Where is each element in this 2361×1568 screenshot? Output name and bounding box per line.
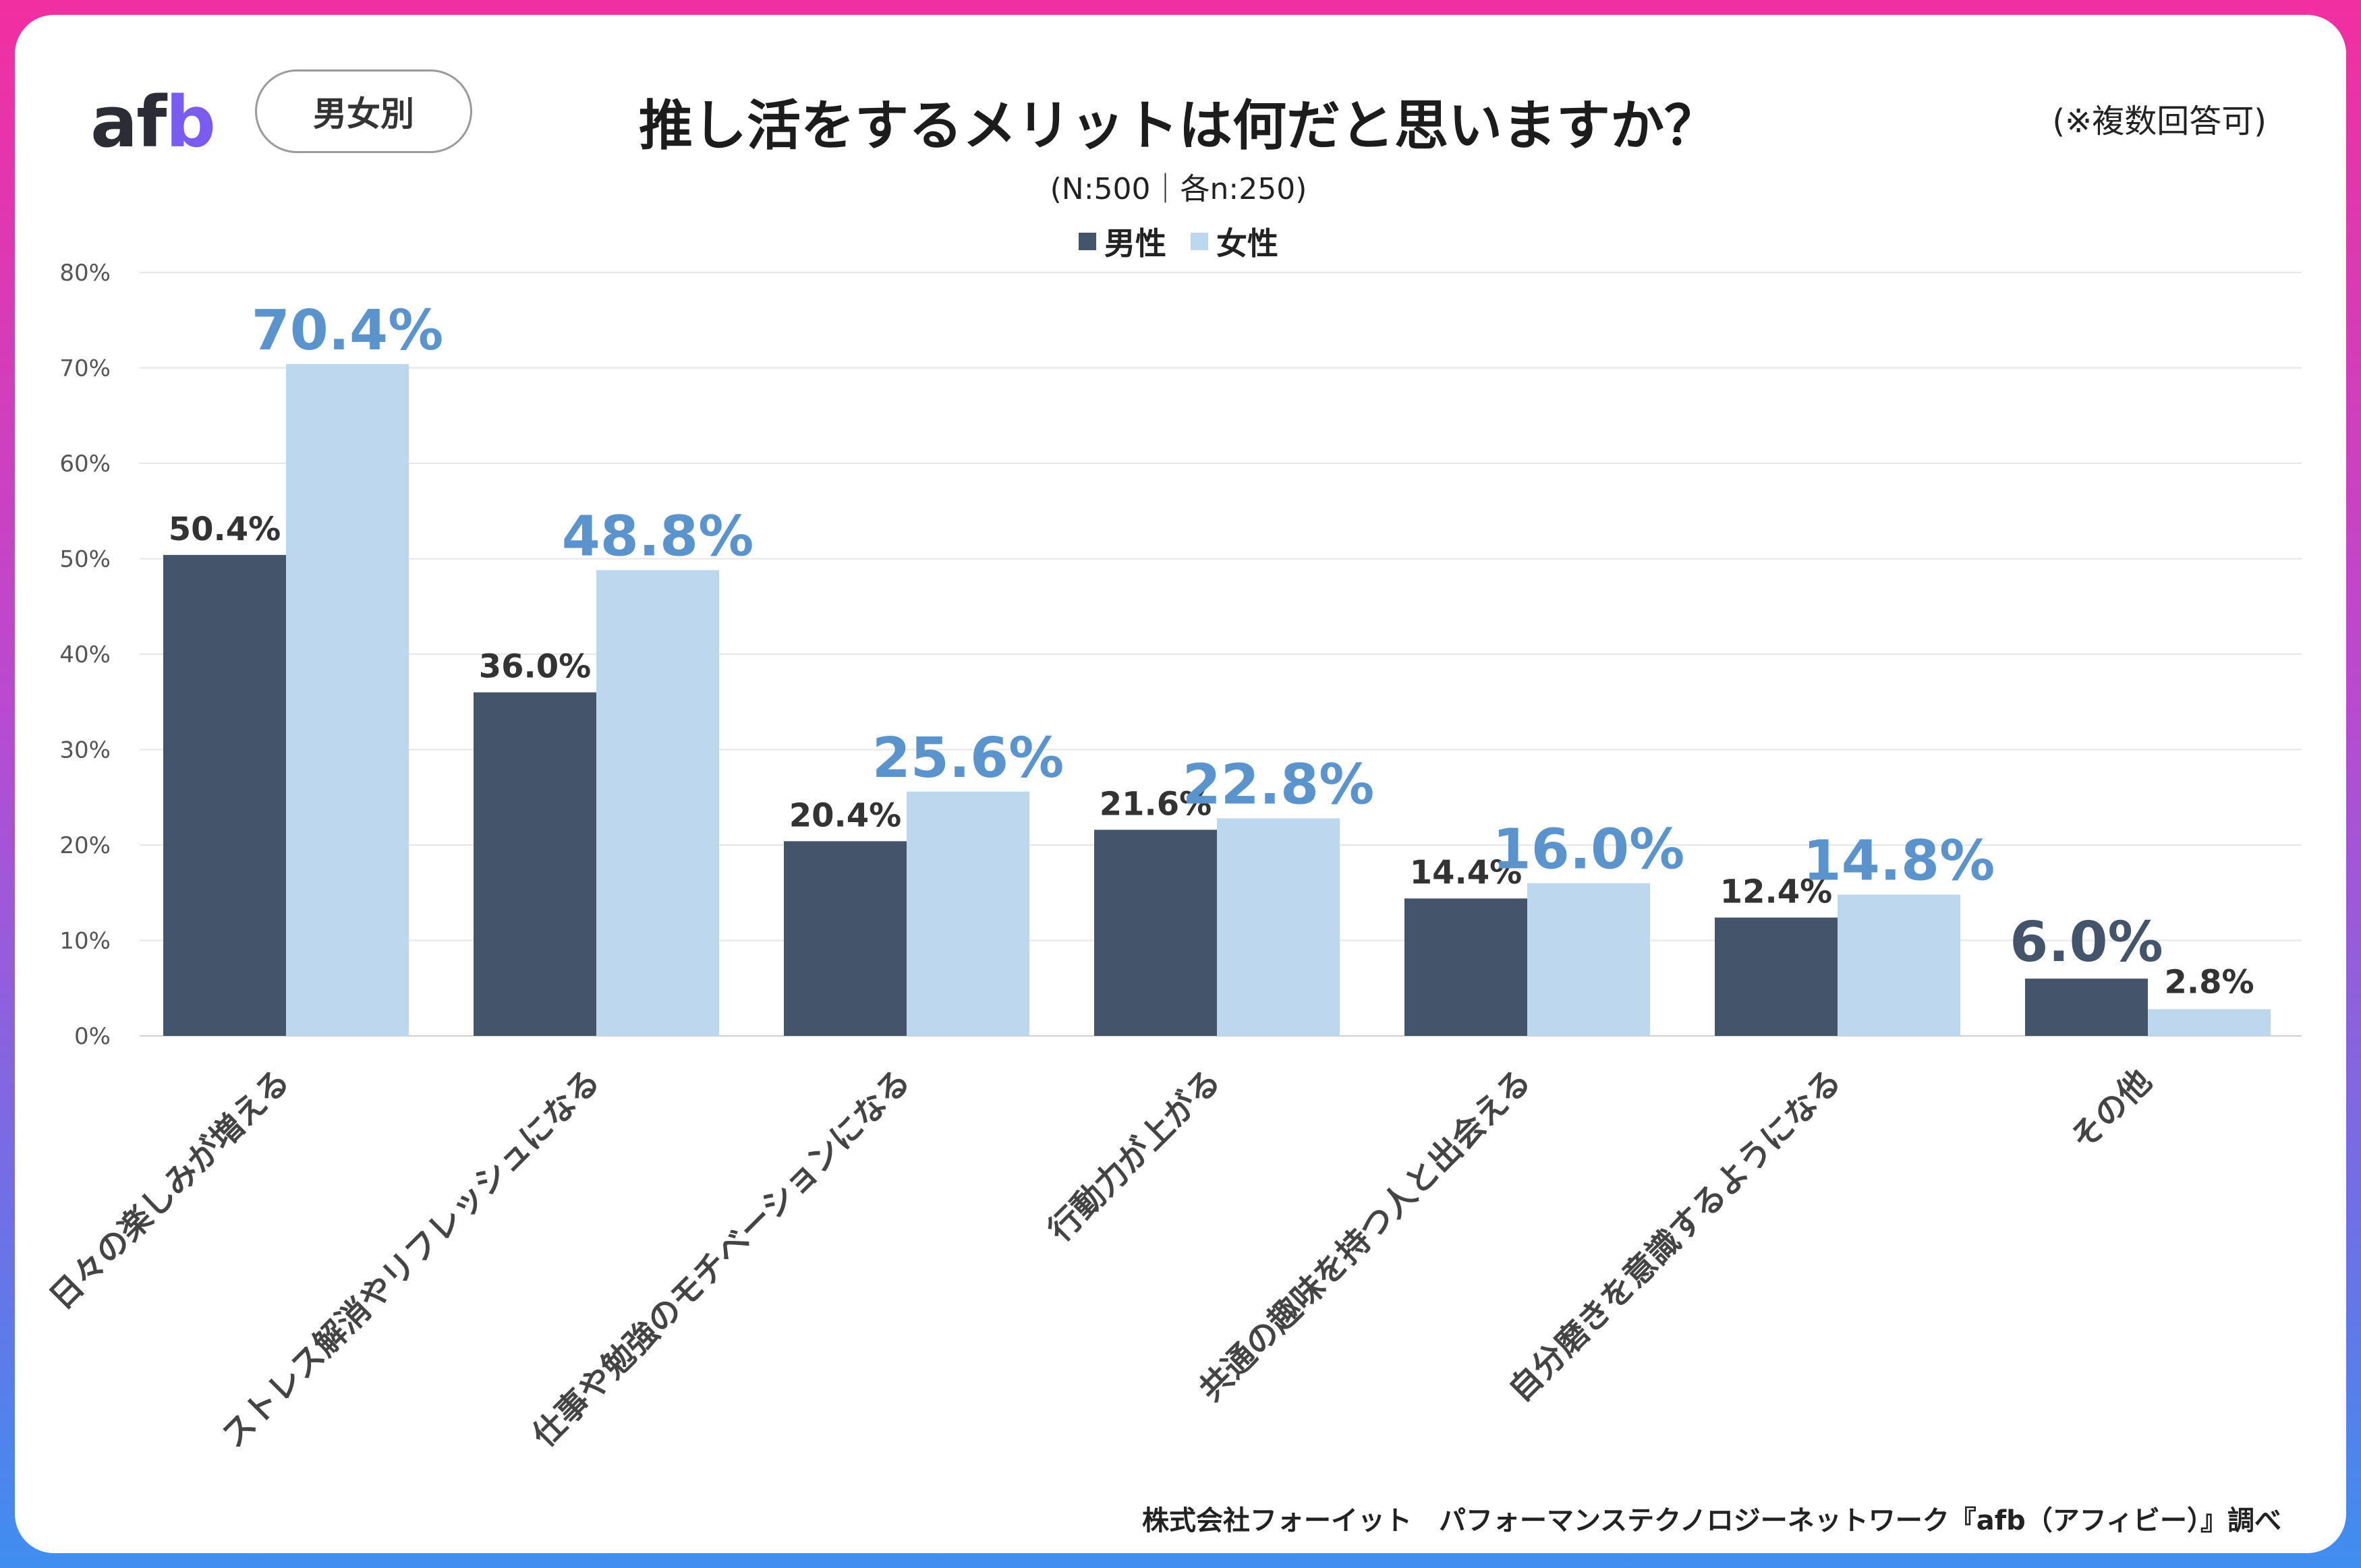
- bar-male: [163, 554, 286, 1036]
- data-label-male: 12.4%: [1720, 873, 1833, 911]
- data-label-male: 20.4%: [789, 796, 902, 834]
- source-credit: 株式会社フォーイット パフォーマンステクノロジーネットワーク『afb（アフィビー…: [1141, 1505, 2281, 1536]
- logo-accent: b: [165, 81, 215, 163]
- y-tick-label: 0%: [74, 1023, 111, 1050]
- data-label-female: 25.6%: [872, 726, 1064, 790]
- bar-female: [907, 791, 1029, 1036]
- category-label: 日々の楽しみが増える: [42, 1062, 297, 1317]
- legend-male-swatch: [1079, 233, 1096, 250]
- data-label-female: 22.8%: [1183, 753, 1374, 817]
- legend-male: 男性: [1079, 219, 1166, 264]
- sample-size: (N:500｜各n:250): [1050, 172, 1307, 206]
- data-label-male: 50.4%: [169, 511, 281, 548]
- legend: 男性 女性: [689, 219, 1668, 264]
- legend-male-label: 男性: [1104, 225, 1166, 262]
- bar-male: [784, 841, 907, 1036]
- y-tick-label: 10%: [59, 928, 111, 955]
- category-label: ストレス解消やリフレッシュになる: [215, 1062, 608, 1455]
- y-tick-label: 80%: [59, 260, 111, 287]
- legend-female-label: 女性: [1216, 225, 1278, 262]
- category-label: 自分磨きを意識するようになる: [1502, 1062, 1849, 1410]
- data-label-female: 48.8%: [562, 504, 753, 569]
- bar-chart: 0% 10% 20% 30% 40% 50% 60% 70% 80% 50.4% 70.4% 日々の楽…: [42, 260, 2302, 1455]
- bar-female: [1838, 894, 1960, 1036]
- data-label-male: 6.0%: [2010, 910, 2163, 975]
- category-label: 共通の趣味を持つ人と出会える: [1192, 1062, 1539, 1409]
- data-label-male: 21.6%: [1100, 785, 1212, 823]
- y-tick-label: 70%: [59, 355, 111, 382]
- bar-female: [2148, 1009, 2271, 1036]
- y-tick-label: 60%: [59, 451, 111, 477]
- legend-female: 女性: [1191, 219, 1278, 264]
- data-label-female: 14.8%: [1803, 830, 1995, 894]
- chart-card: afb 男女別 推し活をするメリットは何だと思いますか？ (N:500｜各n:2…: [15, 15, 2346, 1553]
- bar-male: [474, 692, 596, 1036]
- bar-male: [1404, 898, 1527, 1036]
- bar-female: [596, 570, 719, 1036]
- bar-female: [1217, 818, 1340, 1036]
- data-label-male: 14.4%: [1410, 854, 1523, 892]
- bar-male: [1715, 917, 1838, 1036]
- data-label-female: 2.8%: [2164, 963, 2254, 1001]
- y-tick-label: 50%: [59, 546, 111, 573]
- category-label: その他: [2064, 1062, 2159, 1157]
- y-tick-label: 40%: [59, 641, 111, 668]
- afb-logo: afb: [90, 81, 216, 163]
- multiple-answer-note: (※複数回答可): [2052, 103, 2267, 140]
- category-label: 仕事や勉強のモチベーションになる: [525, 1062, 918, 1455]
- chart-title: 推し活をするメリットは何だと思いますか？: [639, 94, 1718, 157]
- category-label: 行動力が上がる: [1041, 1062, 1228, 1249]
- bar-female: [1527, 883, 1650, 1036]
- data-label-female: 70.4%: [252, 299, 443, 363]
- bar-male: [1094, 830, 1217, 1036]
- data-label-female: 16.0%: [1493, 818, 1684, 882]
- data-label-male: 36.0%: [479, 648, 592, 686]
- legend-female-swatch: [1191, 233, 1208, 250]
- bar-female: [286, 364, 409, 1036]
- segment-badge: 男女別: [255, 69, 472, 153]
- bar-male: [2025, 979, 2148, 1036]
- y-tick-label: 20%: [59, 832, 111, 859]
- y-tick-label: 30%: [59, 737, 111, 764]
- logo-text: af: [90, 81, 167, 163]
